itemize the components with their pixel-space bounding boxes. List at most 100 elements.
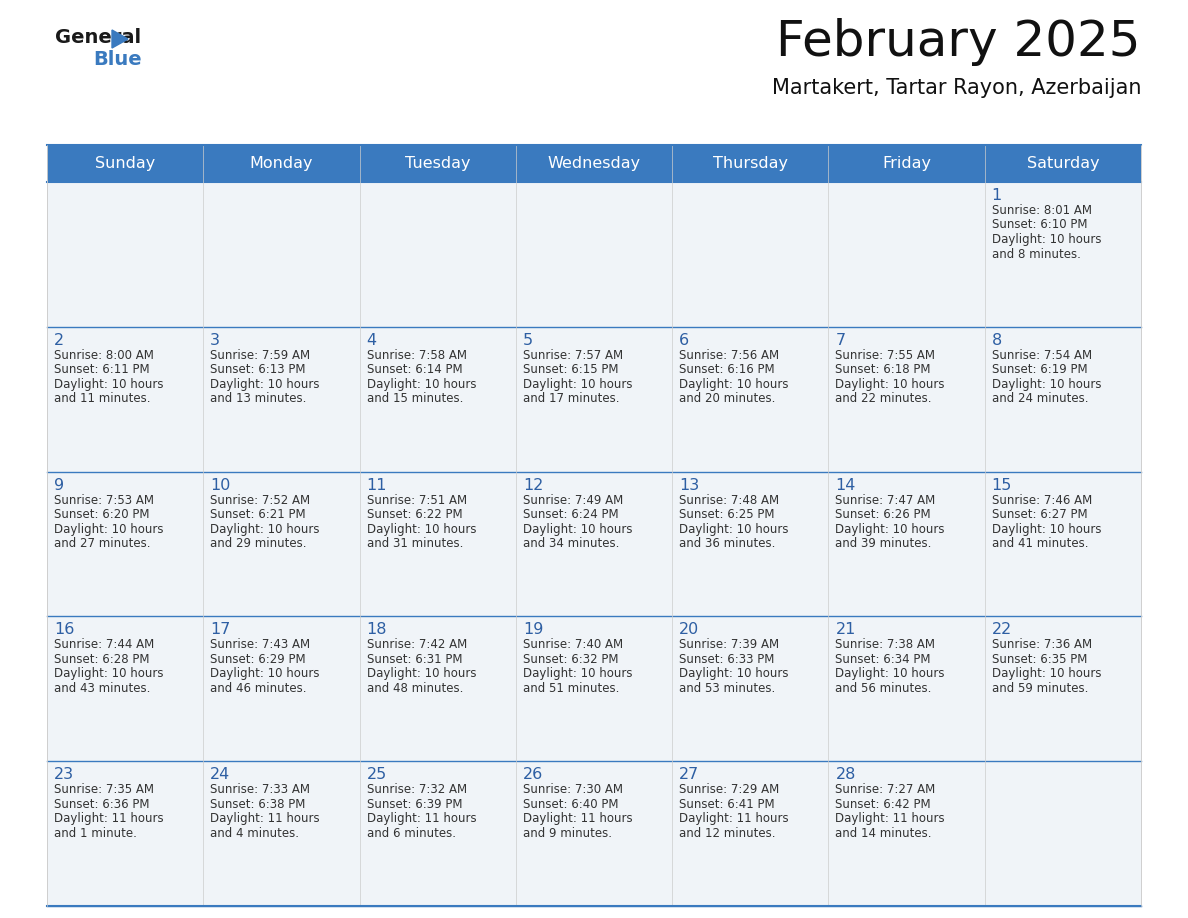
Bar: [48, 761, 1140, 906]
Text: Daylight: 10 hours: Daylight: 10 hours: [835, 522, 944, 535]
Text: 9: 9: [53, 477, 64, 493]
Text: February 2025: February 2025: [777, 18, 1140, 66]
Text: 16: 16: [53, 622, 75, 637]
Text: Sunrise: 7:40 AM: Sunrise: 7:40 AM: [523, 638, 623, 652]
Text: Sunrise: 7:30 AM: Sunrise: 7:30 AM: [523, 783, 623, 796]
Text: Daylight: 10 hours: Daylight: 10 hours: [523, 378, 632, 391]
Text: Daylight: 10 hours: Daylight: 10 hours: [680, 378, 789, 391]
Text: Sunrise: 7:39 AM: Sunrise: 7:39 AM: [680, 638, 779, 652]
Text: Sunrise: 7:51 AM: Sunrise: 7:51 AM: [367, 494, 467, 507]
Text: Sunrise: 7:27 AM: Sunrise: 7:27 AM: [835, 783, 936, 796]
Text: and 59 minutes.: and 59 minutes.: [992, 682, 1088, 695]
Text: and 20 minutes.: and 20 minutes.: [680, 392, 776, 406]
Text: Daylight: 10 hours: Daylight: 10 hours: [210, 522, 320, 535]
Text: 17: 17: [210, 622, 230, 637]
Text: 21: 21: [835, 622, 855, 637]
Text: and 27 minutes.: and 27 minutes.: [53, 537, 151, 550]
Text: Sunrise: 7:59 AM: Sunrise: 7:59 AM: [210, 349, 310, 362]
Text: Sunset: 6:25 PM: Sunset: 6:25 PM: [680, 508, 775, 521]
Text: 28: 28: [835, 767, 855, 782]
Bar: [48, 182, 1140, 327]
Bar: [48, 145, 1140, 182]
Text: Daylight: 11 hours: Daylight: 11 hours: [210, 812, 320, 825]
Text: Daylight: 10 hours: Daylight: 10 hours: [53, 667, 164, 680]
Text: Sunset: 6:35 PM: Sunset: 6:35 PM: [992, 653, 1087, 666]
Text: 19: 19: [523, 622, 543, 637]
Text: Sunset: 6:15 PM: Sunset: 6:15 PM: [523, 364, 619, 376]
Text: Daylight: 10 hours: Daylight: 10 hours: [53, 378, 164, 391]
Text: Daylight: 11 hours: Daylight: 11 hours: [835, 812, 944, 825]
Text: Sunset: 6:22 PM: Sunset: 6:22 PM: [367, 508, 462, 521]
Text: Sunset: 6:26 PM: Sunset: 6:26 PM: [835, 508, 931, 521]
Text: and 34 minutes.: and 34 minutes.: [523, 537, 619, 550]
Text: and 15 minutes.: and 15 minutes.: [367, 392, 463, 406]
Text: Sunrise: 7:35 AM: Sunrise: 7:35 AM: [53, 783, 154, 796]
Text: Sunset: 6:38 PM: Sunset: 6:38 PM: [210, 798, 305, 811]
Text: and 41 minutes.: and 41 minutes.: [992, 537, 1088, 550]
Text: and 43 minutes.: and 43 minutes.: [53, 682, 151, 695]
Text: and 22 minutes.: and 22 minutes.: [835, 392, 931, 406]
Text: and 14 minutes.: and 14 minutes.: [835, 827, 931, 840]
Text: Thursday: Thursday: [713, 156, 788, 171]
Text: Sunset: 6:42 PM: Sunset: 6:42 PM: [835, 798, 931, 811]
Text: and 48 minutes.: and 48 minutes.: [367, 682, 463, 695]
Polygon shape: [112, 30, 128, 48]
Text: Sunrise: 7:49 AM: Sunrise: 7:49 AM: [523, 494, 624, 507]
Text: Sunset: 6:41 PM: Sunset: 6:41 PM: [680, 798, 775, 811]
Text: Monday: Monday: [249, 156, 314, 171]
Bar: [48, 616, 1140, 761]
Text: Sunset: 6:24 PM: Sunset: 6:24 PM: [523, 508, 619, 521]
Text: 27: 27: [680, 767, 700, 782]
Text: Sunset: 6:34 PM: Sunset: 6:34 PM: [835, 653, 931, 666]
Text: 12: 12: [523, 477, 543, 493]
Text: and 13 minutes.: and 13 minutes.: [210, 392, 307, 406]
Text: 23: 23: [53, 767, 74, 782]
Text: and 1 minute.: and 1 minute.: [53, 827, 137, 840]
Text: 10: 10: [210, 477, 230, 493]
Text: 18: 18: [367, 622, 387, 637]
Text: Sunrise: 8:00 AM: Sunrise: 8:00 AM: [53, 349, 154, 362]
Text: Sunrise: 7:47 AM: Sunrise: 7:47 AM: [835, 494, 936, 507]
Text: Sunrise: 7:56 AM: Sunrise: 7:56 AM: [680, 349, 779, 362]
Text: Sunset: 6:21 PM: Sunset: 6:21 PM: [210, 508, 307, 521]
Text: Daylight: 10 hours: Daylight: 10 hours: [835, 378, 944, 391]
Text: Sunset: 6:18 PM: Sunset: 6:18 PM: [835, 364, 931, 376]
Text: 4: 4: [367, 333, 377, 348]
Text: 26: 26: [523, 767, 543, 782]
Text: Sunset: 6:14 PM: Sunset: 6:14 PM: [367, 364, 462, 376]
Text: Daylight: 10 hours: Daylight: 10 hours: [523, 667, 632, 680]
Text: 8: 8: [992, 333, 1001, 348]
Text: Daylight: 11 hours: Daylight: 11 hours: [53, 812, 164, 825]
Text: Daylight: 11 hours: Daylight: 11 hours: [367, 812, 476, 825]
Text: Blue: Blue: [93, 50, 141, 69]
Text: Daylight: 11 hours: Daylight: 11 hours: [680, 812, 789, 825]
Text: Sunrise: 7:55 AM: Sunrise: 7:55 AM: [835, 349, 935, 362]
Bar: [48, 472, 1140, 616]
Bar: [48, 327, 1140, 472]
Text: 11: 11: [367, 477, 387, 493]
Text: Daylight: 10 hours: Daylight: 10 hours: [835, 667, 944, 680]
Text: Sunset: 6:11 PM: Sunset: 6:11 PM: [53, 364, 150, 376]
Text: and 39 minutes.: and 39 minutes.: [835, 537, 931, 550]
Text: Sunrise: 7:29 AM: Sunrise: 7:29 AM: [680, 783, 779, 796]
Text: and 29 minutes.: and 29 minutes.: [210, 537, 307, 550]
Text: Sunset: 6:10 PM: Sunset: 6:10 PM: [992, 218, 1087, 231]
Text: Sunrise: 8:01 AM: Sunrise: 8:01 AM: [992, 204, 1092, 217]
Text: 1: 1: [992, 188, 1001, 203]
Text: Sunset: 6:27 PM: Sunset: 6:27 PM: [992, 508, 1087, 521]
Text: and 51 minutes.: and 51 minutes.: [523, 682, 619, 695]
Text: Sunset: 6:40 PM: Sunset: 6:40 PM: [523, 798, 619, 811]
Text: Sunset: 6:39 PM: Sunset: 6:39 PM: [367, 798, 462, 811]
Text: Sunday: Sunday: [95, 156, 156, 171]
Text: Daylight: 10 hours: Daylight: 10 hours: [367, 667, 476, 680]
Text: Sunrise: 7:46 AM: Sunrise: 7:46 AM: [992, 494, 1092, 507]
Text: Daylight: 10 hours: Daylight: 10 hours: [992, 233, 1101, 246]
Text: 20: 20: [680, 622, 700, 637]
Text: Sunrise: 7:33 AM: Sunrise: 7:33 AM: [210, 783, 310, 796]
Text: 3: 3: [210, 333, 220, 348]
Text: Daylight: 11 hours: Daylight: 11 hours: [523, 812, 632, 825]
Text: Sunset: 6:20 PM: Sunset: 6:20 PM: [53, 508, 150, 521]
Text: and 31 minutes.: and 31 minutes.: [367, 537, 463, 550]
Text: and 46 minutes.: and 46 minutes.: [210, 682, 307, 695]
Text: Wednesday: Wednesday: [548, 156, 640, 171]
